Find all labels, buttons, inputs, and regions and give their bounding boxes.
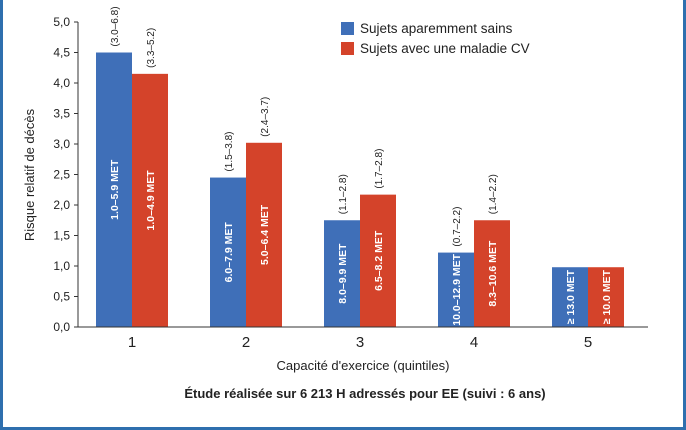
bar-met-label: ≥ 10.0 MET: [601, 269, 613, 324]
bar-ci-label: (1.5–3.8): [224, 132, 235, 172]
bar-ci-label: (2.4–3.7): [260, 97, 271, 137]
bar-met-label: ≥ 13.0 MET: [565, 269, 577, 324]
y-axis-ticks: 0,0 0,5 1,0 1,5 2,0 2,5 3,0 3,5 4,0 4,5 5,0: [53, 15, 78, 334]
x-tick-label: 2: [242, 334, 250, 351]
y-axis-label: Risque relatif de décès: [22, 108, 37, 241]
y-tick-label: 4,5: [53, 46, 70, 60]
legend-swatch-healthy: [341, 22, 354, 35]
bar-healthy: [210, 177, 246, 327]
y-tick-label: 1,0: [53, 259, 70, 273]
bar-cv: [360, 194, 396, 327]
bar-met-label: 8.0–9.9 MET: [337, 243, 349, 304]
x-axis-label: Capacité d'exercice (quintiles): [276, 358, 449, 373]
chart-note: Étude réalisée sur 6 213 H adressés pour…: [184, 386, 545, 401]
x-tick-label: 1: [128, 334, 136, 351]
y-tick-label: 0,5: [53, 290, 70, 304]
bar-ci-label: (3.3–5.2): [146, 28, 157, 68]
bar-met-label: 1.0–4.9 MET: [145, 170, 157, 231]
y-tick-label: 1,5: [53, 229, 70, 243]
bar-met-label: 1.0–5.9 MET: [109, 159, 121, 220]
legend-swatch-cv: [341, 42, 354, 55]
x-tick-label: 3: [356, 334, 364, 351]
x-tick-label: 5: [584, 334, 592, 351]
bar-healthy: [438, 252, 474, 327]
bar-ci-label: (0.7–2.2): [452, 207, 463, 247]
x-tick-label: 4: [470, 334, 478, 351]
bar-ci-label: (1.4–2.2): [488, 174, 499, 214]
bar-met-label: 6.5–8.2 MET: [373, 230, 385, 291]
bars: 1.0–5.9 MET (3.0–6.8) 1.0–4.9 MET (3.3–5.2)…: [96, 6, 624, 327]
bar-met-label: 5.0–6.4 MET: [259, 204, 271, 265]
bar-ci-label: (1.1–2.8): [338, 174, 349, 214]
x-axis-ticks: 1 2 3 4 5: [128, 334, 592, 351]
legend-label-cv: Sujets avec une maladie CV: [360, 41, 530, 56]
bar-healthy: [96, 52, 132, 327]
y-tick-label: 5,0: [53, 15, 70, 29]
axes: [77, 22, 648, 328]
bar-ci-label: (1.7–2.8): [374, 149, 385, 189]
legend-label-healthy: Sujets aparemment sains: [360, 21, 513, 36]
y-tick-label: 0,0: [53, 320, 70, 334]
bar-healthy: [552, 267, 588, 327]
bar-ci-label: (3.0–6.8): [110, 6, 121, 46]
y-tick-label: 2,5: [53, 168, 70, 182]
bar-cv: [588, 267, 624, 327]
bar-cv: [132, 73, 168, 327]
y-tick-label: 2,0: [53, 198, 70, 212]
bar-chart: 0,0 0,5 1,0 1,5 2,0 2,5 3,0 3,5 4,0 4,5 5,0 1.0–5.…: [22, 6, 648, 401]
bar-met-label: 8.3–10.6 MET: [487, 240, 499, 307]
bar-met-label: 10.0–12.9 MET: [451, 253, 463, 325]
bar-met-label: 6.0–7.9 MET: [223, 222, 235, 283]
bar-healthy: [324, 220, 360, 327]
legend: Sujets aparemment sains Sujets avec une …: [341, 21, 530, 56]
y-tick-label: 4,0: [53, 76, 70, 90]
y-tick-label: 3,0: [53, 137, 70, 151]
bar-cv: [246, 142, 282, 327]
bar-cv: [474, 220, 510, 327]
y-tick-label: 3,5: [53, 107, 70, 121]
